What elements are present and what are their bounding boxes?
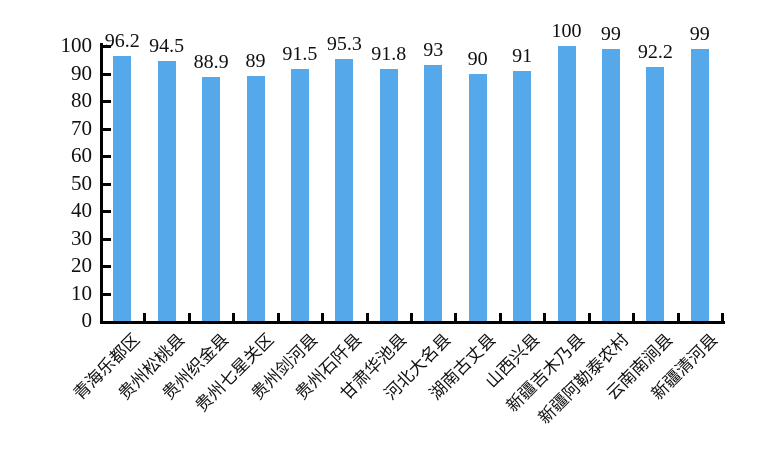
bar [424, 65, 443, 321]
y-tick-label: 90 [71, 60, 92, 85]
y-tick-mark [103, 182, 111, 186]
y-tick-label: 40 [71, 198, 92, 222]
y-tick-label: 20 [71, 253, 92, 277]
bar [690, 48, 709, 321]
y-tick-mark [103, 265, 111, 268]
bar [646, 67, 665, 321]
y-tick-mark [103, 45, 111, 48]
bar-value-label: 91 [512, 44, 533, 67]
bar [557, 46, 576, 321]
y-tick-label: 10 [71, 280, 92, 305]
x-tick-mark [587, 313, 591, 321]
y-tick-label: 100 [60, 33, 93, 57]
bar [157, 61, 176, 321]
x-tick-mark [321, 313, 325, 321]
bar [246, 76, 265, 321]
bar-value-label: 99 [689, 22, 710, 45]
bar-value-label: 88.9 [193, 50, 229, 73]
bar [601, 48, 620, 321]
bar [290, 69, 309, 321]
bar [113, 56, 132, 321]
bar-value-label: 95.3 [326, 32, 362, 55]
x-tick-mark [143, 313, 147, 321]
bar-value-label: 91.8 [371, 42, 407, 65]
bar-value-label: 96.2 [104, 30, 140, 53]
y-tick-label: 70 [71, 115, 92, 140]
bar [202, 76, 221, 321]
x-tick-mark [365, 313, 369, 321]
x-tick-mark [410, 313, 413, 321]
y-tick-mark [103, 210, 111, 213]
y-tick-mark [103, 100, 111, 103]
bar [513, 70, 532, 321]
x-axis-line [100, 321, 725, 324]
y-tick-mark [103, 237, 111, 241]
x-tick-mark [498, 313, 502, 321]
x-tick-mark [187, 313, 191, 321]
bar [335, 58, 354, 321]
bar-value-label: 100 [551, 20, 582, 42]
bar-value-label: 92.2 [637, 41, 673, 64]
x-tick-mark [632, 313, 636, 321]
y-tick-mark [103, 292, 111, 296]
x-tick-mark [276, 313, 280, 321]
bar-value-label: 93 [423, 39, 444, 62]
y-tick-mark [103, 155, 111, 158]
x-tick-mark [232, 313, 236, 321]
x-tick-mark [676, 313, 680, 321]
y-tick-label: 30 [71, 225, 92, 250]
bar-value-label: 90 [467, 47, 488, 70]
bar-value-label: 99 [600, 22, 621, 45]
x-tick-mark [454, 313, 458, 321]
bar [379, 68, 398, 321]
bar [468, 73, 487, 321]
y-tick-mark [103, 72, 111, 76]
bar-value-label: 91.5 [282, 43, 318, 66]
y-axis-line [100, 43, 103, 324]
y-tick-label: 50 [71, 170, 92, 195]
y-tick-label: 0 [81, 308, 93, 332]
y-tick-mark [103, 127, 111, 131]
bar-value-label: 89 [245, 50, 266, 73]
y-tick-label: 80 [71, 88, 92, 112]
x-tick-mark [543, 313, 547, 321]
x-tick-mark [721, 313, 724, 321]
bar-value-label: 94.5 [149, 35, 185, 58]
y-tick-label: 60 [71, 143, 92, 167]
